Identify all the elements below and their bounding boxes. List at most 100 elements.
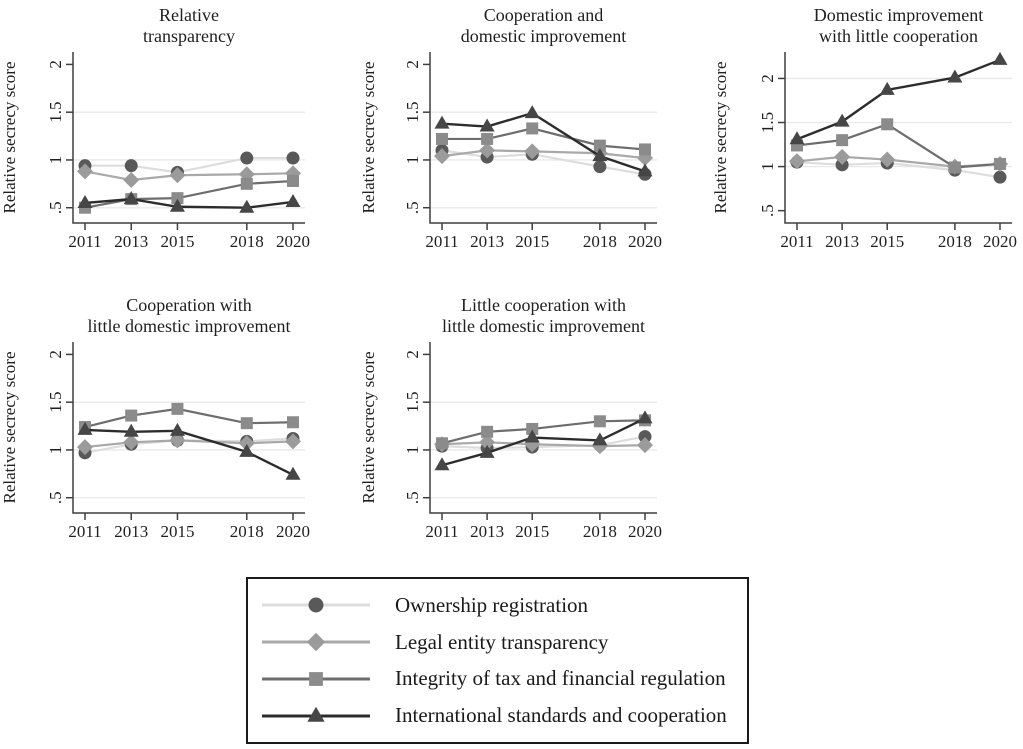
axes	[784, 52, 1012, 224]
triangle-marker	[239, 199, 255, 213]
y-tick-label: .5	[46, 491, 65, 504]
diamond-marker-sample-icon	[262, 632, 370, 652]
triangle-marker	[637, 410, 653, 424]
legend-label: Legal entity transparency	[395, 629, 609, 654]
triangle-marker	[789, 131, 805, 145]
y-tick-label: 1	[403, 446, 422, 455]
triangle-marker	[285, 466, 301, 480]
triangle-marker	[879, 81, 895, 95]
square-marker	[240, 417, 253, 430]
triangle-marker	[169, 422, 185, 436]
series-line	[441, 111, 646, 173]
triangle-marker	[77, 421, 93, 435]
panel-title: little domestic improvement	[88, 316, 291, 336]
square-marker	[526, 422, 539, 435]
y-tick-label: .5	[46, 201, 65, 214]
diamond-marker	[524, 143, 541, 160]
square-marker	[593, 139, 606, 152]
y-tick-label: 2	[758, 74, 777, 83]
y-tick-label: 1	[46, 446, 65, 455]
series-line	[442, 127, 646, 151]
triangle-marker	[169, 198, 185, 212]
y-tick-label: 2	[403, 60, 422, 69]
panel-title: Cooperation and	[484, 5, 603, 25]
x-tick-label: 2011	[68, 522, 101, 541]
square-marker	[948, 161, 961, 174]
y-tick-label: 1	[403, 156, 422, 165]
triangle-marker	[479, 118, 495, 132]
y-axis-label: Relative secrecy score	[711, 62, 730, 214]
x-tick-label: 2018	[938, 232, 972, 251]
square-marker	[836, 134, 849, 147]
domestic-improvement-little-cooperation-chart: .5 1 1.5 2 2011 2013 2015 2018 2020 Domestic impr…	[711, 5, 1017, 251]
triangle-marker	[123, 423, 139, 437]
axes	[429, 52, 657, 224]
square-marker	[994, 157, 1006, 170]
square-marker	[309, 671, 323, 686]
circle-marker	[993, 170, 1007, 184]
square-marker	[881, 118, 894, 131]
x-tick-label: 2020	[983, 232, 1017, 251]
y-tick-label: 1.5	[758, 112, 777, 133]
panel-little-cooperation-little-domestic-improvement: .5 1 1.5 2 2011 2013 2015 2018 2020 Little cooper…	[341, 290, 682, 552]
circle-marker	[240, 151, 254, 165]
panel-title: Domestic improvement	[814, 5, 983, 25]
x-tick-label: 2015	[160, 232, 194, 251]
panel-title: little domestic improvement	[442, 316, 645, 336]
legend-label: International standards and cooperation	[395, 703, 727, 728]
panel-cooperation-little-domestic-improvement: .5 1 1.5 2 2011 2013 2015 2018 2020 Cooperation w…	[0, 290, 341, 552]
series-line	[796, 58, 1001, 141]
x-tick-label: 2013	[114, 232, 148, 251]
y-tick-label: 2	[46, 60, 65, 69]
x-tick-label: 2013	[825, 232, 859, 251]
series-line	[84, 428, 294, 476]
y-tick-label: .5	[758, 204, 777, 217]
square-marker	[436, 437, 448, 450]
y-tick-label: 1.5	[46, 392, 65, 413]
triangle-marker-sample-icon	[262, 706, 370, 722]
y-axis-label: Relative secrecy score	[0, 62, 19, 214]
legend-item-ownership-registration: Ownership registration	[260, 590, 747, 620]
x-tick-label: 2018	[583, 522, 617, 541]
triangle-marker	[834, 113, 850, 127]
x-tick-label: 2013	[470, 232, 504, 251]
x-tick-label: 2015	[515, 232, 549, 251]
diamond-marker	[879, 151, 896, 168]
circle-marker-sample-icon	[262, 597, 370, 613]
y-tick-label: .5	[403, 201, 422, 214]
panel-title: domestic improvement	[461, 26, 626, 46]
legend: Ownership registration Legal entity tran…	[246, 577, 749, 744]
y-tick-label: 2	[46, 350, 65, 359]
series-line	[796, 161, 1001, 179]
little-cooperation-little-domestic-improvement-chart: .5 1 1.5 2 2011 2013 2015 2018 2020 Little cooper…	[359, 295, 662, 541]
diamond-marker	[306, 632, 326, 652]
panel-title: Cooperation with	[126, 295, 251, 315]
triangle-marker	[992, 51, 1008, 65]
square-marker	[171, 402, 184, 415]
triangle-marker	[77, 194, 93, 208]
square-marker	[125, 409, 138, 422]
square-marker	[436, 132, 448, 145]
series-line	[441, 419, 646, 445]
panel-title: Relative	[159, 5, 219, 25]
x-tick-label: 2011	[68, 232, 101, 251]
square-marker-sample-icon	[262, 671, 370, 686]
triangle-marker	[524, 429, 540, 443]
cooperation-and-domestic-improvement-chart: .5 1 1.5 2 2011 2013 2015 2018 2020 Cooperation a…	[359, 5, 662, 251]
legend-label: Integrity of tax and financial regulatio…	[395, 666, 726, 691]
square-marker	[639, 143, 651, 156]
square-marker	[171, 192, 184, 205]
panel-domestic-improvement-little-cooperation: .5 1 1.5 2 2011 2013 2015 2018 2020 Domestic impr…	[682, 0, 1023, 262]
y-axis-label: Relative secrecy score	[0, 352, 19, 504]
x-tick-label: 2020	[276, 232, 310, 251]
diamond-marker	[77, 439, 93, 456]
square-marker	[526, 122, 539, 135]
triangle-marker	[285, 193, 301, 207]
axes	[72, 342, 305, 514]
x-tick-label: 2011	[425, 522, 458, 541]
diamond-marker	[834, 148, 851, 165]
triangle-marker	[239, 443, 255, 457]
triangle-marker	[592, 148, 608, 162]
square-marker	[481, 132, 494, 145]
